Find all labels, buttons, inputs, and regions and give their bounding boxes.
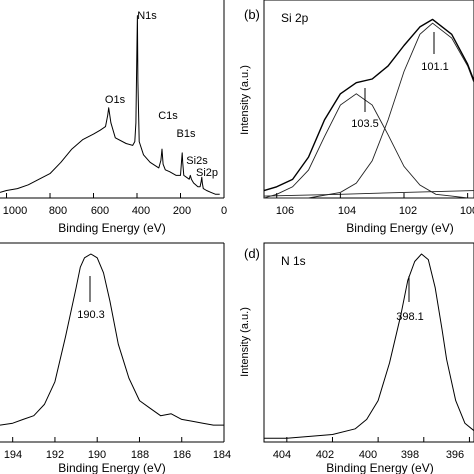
panel-d-x-label: Binding Energy (eV) (326, 461, 433, 474)
panel-b-x-label: Binding Energy (eV) (346, 221, 453, 235)
panel-d-tick-400: 400 (359, 449, 377, 461)
panel-a-tick-labels: 1000 800 600 400 200 0 (3, 205, 227, 217)
panel-b-fit-curve-103-5 (263, 93, 474, 199)
panel-a-tick-1000: 1000 (3, 205, 27, 217)
panel-a-tick-800: 800 (49, 205, 67, 217)
panel-c-x-label: Binding Energy (eV) (58, 461, 165, 474)
panel-a-ticks (6, 193, 225, 198)
panel-b-fit-curve-101-1 (264, 22, 474, 199)
panel-c-tick-192: 192 (46, 449, 64, 461)
panel-b-frame (263, 0, 474, 199)
panel-b-tick-106: 106 (276, 205, 294, 217)
panel-b-peak-label-103-5: 103.5 (351, 118, 379, 130)
panel-b-background-curve (263, 190, 474, 197)
panel-a-tick-200: 200 (173, 205, 191, 217)
peak-label-c1s: C1s (158, 110, 178, 122)
peak-label-b1s: B1s (177, 128, 196, 140)
panel-d-tick-404: 404 (273, 449, 291, 461)
panel-d-tick-398: 398 (401, 449, 419, 461)
panel-b-title: Si 2p (281, 11, 309, 25)
panel-b-measured-curve (263, 18, 474, 192)
panel-d-ticks (286, 437, 470, 442)
panel-d-tick-396: 396 (446, 449, 464, 461)
panel-c-tick-184: 184 (213, 449, 231, 461)
panel-b-tick-104: 104 (338, 205, 356, 217)
panel-c: 194 192 190 188 186 184 Binding Energy (… (0, 242, 231, 474)
peak-label-n1s: N1s (137, 10, 157, 22)
panel-d: (d) N 1s Intensity (a.u.) 404 402 400 39… (239, 242, 474, 474)
panel-c-tick-188: 188 (131, 449, 149, 461)
panel-a-x-label: Binding Energy (eV) (58, 221, 165, 235)
panel-c-peak-label-190-3: 190.3 (77, 309, 105, 321)
panel-c-tick-labels: 194 192 190 188 186 184 (4, 449, 231, 461)
panel-c-ticks (12, 437, 225, 442)
panel-c-tick-190: 190 (88, 449, 106, 461)
panel-d-y-label: Intensity (a.u.) (239, 307, 251, 377)
peak-label-si2s: Si2s (186, 155, 208, 167)
panel-d-n1s-curve (264, 253, 474, 439)
panel-b-y-label: Intensity (a.u.) (239, 65, 251, 135)
panel-c-tick-194: 194 (4, 449, 22, 461)
panel-b-ticks (276, 193, 469, 198)
panel-d-tick-labels: 404 402 400 398 396 (273, 449, 464, 461)
panel-a-tick-600: 600 (91, 205, 109, 217)
panel-d-frame (263, 242, 474, 443)
panel-b-tick-labels: 106 104 102 100 (276, 205, 474, 217)
peak-label-si2p: Si2p (196, 167, 218, 179)
panel-d-peak-label-398-1: 398.1 (396, 311, 424, 323)
panel-b-letter: (b) (244, 7, 260, 22)
panel-c-tick-186: 186 (173, 449, 191, 461)
panel-d-title: N 1s (281, 254, 306, 268)
panel-a-tick-0: 0 (221, 205, 227, 217)
panel-a: 1000 800 600 400 200 0 Binding Energy (e… (0, 0, 227, 235)
panel-d-tick-402: 402 (316, 449, 334, 461)
panel-a-survey-curve (0, 15, 220, 195)
panel-c-b1s-curve (0, 253, 224, 426)
panel-b-tick-102: 102 (399, 205, 417, 217)
peak-label-o1s: O1s (105, 94, 126, 106)
panel-b-peak-label-101-1: 101.1 (421, 61, 449, 73)
panel-b-tick-100: 100 (460, 205, 474, 217)
panel-b: (b) Si 2p Intensity (a.u.) 106 104 102 1… (239, 0, 474, 235)
panel-d-letter: (d) (244, 246, 260, 261)
panel-a-tick-400: 400 (132, 205, 150, 217)
